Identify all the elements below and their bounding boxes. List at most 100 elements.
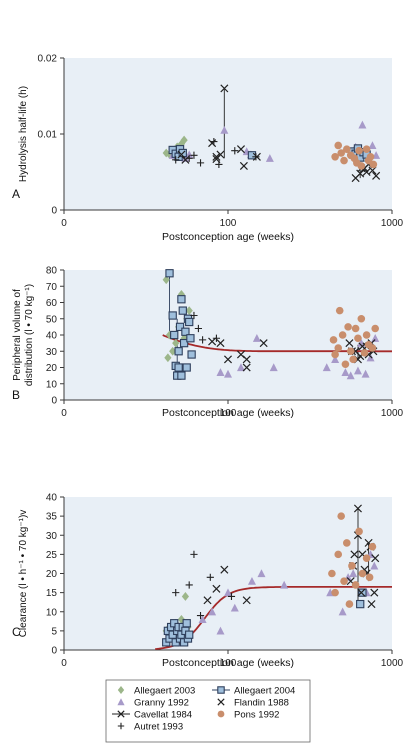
data-point bbox=[220, 565, 229, 574]
data-point bbox=[350, 550, 359, 559]
data-point bbox=[257, 569, 266, 578]
data-point bbox=[322, 363, 331, 372]
x-tick-label: 0 bbox=[61, 658, 67, 669]
legend-label: Allegaert 2004 bbox=[234, 686, 295, 697]
data-point bbox=[331, 588, 339, 597]
data-point bbox=[345, 339, 354, 348]
data-point bbox=[329, 336, 338, 344]
panel-b: 0 10 20 30 40 50 60 70 80 0 100 1000 Postconception … bbox=[12, 266, 404, 420]
data-point bbox=[252, 334, 261, 342]
data-point bbox=[334, 550, 343, 559]
data-point bbox=[198, 615, 207, 623]
y-tick-label: 0 bbox=[51, 396, 57, 407]
y-tick-label: 25 bbox=[46, 550, 58, 561]
data-point bbox=[224, 369, 232, 378]
data-point bbox=[177, 295, 186, 304]
data-point bbox=[366, 153, 375, 161]
data-point bbox=[196, 159, 205, 167]
data-point bbox=[208, 139, 217, 148]
data-point bbox=[351, 581, 360, 589]
data-point bbox=[190, 151, 198, 159]
data-point bbox=[331, 153, 339, 161]
data-point bbox=[181, 592, 190, 601]
data-point bbox=[370, 561, 379, 570]
data-point bbox=[354, 334, 362, 343]
data-point bbox=[371, 324, 380, 333]
data-point bbox=[180, 135, 188, 145]
plot-area bbox=[64, 58, 392, 210]
data-point bbox=[342, 539, 351, 547]
legend-entry: Flandin 1988 bbox=[217, 698, 289, 709]
data-point bbox=[337, 512, 345, 520]
data-point bbox=[212, 584, 221, 593]
data-point bbox=[242, 355, 251, 364]
data-point bbox=[165, 330, 174, 340]
legend-label: Flandin 1988 bbox=[234, 698, 289, 709]
y-axis-label: Hydrolysis half-life (h) bbox=[18, 86, 29, 182]
y-tick-label: 40 bbox=[46, 493, 58, 504]
data-point bbox=[212, 152, 221, 161]
y-axis-label: Peripheral volume ofdistribution (l • 70… bbox=[12, 284, 35, 386]
y-tick-label: 15 bbox=[46, 588, 58, 599]
legend-marker bbox=[117, 698, 125, 706]
data-point bbox=[185, 581, 193, 589]
x-tick-label: 0 bbox=[61, 408, 67, 419]
data-point bbox=[216, 150, 225, 159]
data-point bbox=[338, 607, 347, 616]
data-point bbox=[334, 141, 343, 150]
data-point bbox=[368, 344, 377, 352]
data-point bbox=[247, 151, 257, 160]
data-point bbox=[269, 363, 278, 372]
data-point bbox=[356, 599, 365, 609]
data-point bbox=[368, 141, 377, 149]
data-point bbox=[174, 347, 183, 356]
data-point bbox=[220, 126, 229, 134]
legend-label: Autret 1993 bbox=[134, 722, 183, 733]
data-point bbox=[181, 327, 190, 336]
y-tick-label: 70 bbox=[46, 282, 58, 293]
data-point bbox=[242, 596, 251, 605]
data-point bbox=[177, 371, 186, 380]
data-point bbox=[371, 334, 380, 342]
series-autret-1993 bbox=[172, 550, 236, 620]
x-axis-label: Postconception age (weeks) bbox=[162, 231, 294, 243]
data-point bbox=[190, 550, 198, 558]
plot-area bbox=[64, 270, 392, 400]
data-point bbox=[360, 349, 369, 357]
series-autret-1993 bbox=[190, 311, 221, 344]
data-point bbox=[224, 588, 232, 597]
data-point bbox=[177, 150, 186, 159]
data-point bbox=[212, 334, 221, 342]
data-point bbox=[242, 363, 251, 372]
data-point bbox=[370, 588, 379, 597]
data-point bbox=[340, 577, 348, 585]
legend-entry: Pons 1992 bbox=[217, 710, 279, 721]
y-tick-label: 0.02 bbox=[38, 54, 58, 65]
data-point bbox=[351, 324, 360, 333]
data-point bbox=[216, 368, 225, 376]
data-point bbox=[355, 527, 363, 536]
data-point bbox=[169, 346, 177, 356]
data-point bbox=[342, 145, 351, 153]
y-tick-label: 10 bbox=[46, 607, 58, 618]
series-cavellat-1984 bbox=[346, 504, 380, 609]
data-point bbox=[337, 149, 345, 157]
series-pons-1992 bbox=[331, 141, 378, 170]
x-tick-label: 100 bbox=[220, 218, 237, 229]
data-point bbox=[358, 588, 367, 597]
data-point bbox=[340, 156, 348, 165]
series-autret-1993 bbox=[172, 138, 260, 168]
data-point bbox=[182, 619, 191, 628]
x-axis-label: Postconception age (weeks) bbox=[162, 657, 294, 669]
y-axis-label-line: Peripheral volume of bbox=[12, 289, 23, 381]
legend-marker bbox=[117, 686, 125, 694]
data-point bbox=[366, 353, 375, 362]
data-point bbox=[230, 603, 239, 612]
data-point bbox=[355, 146, 363, 155]
data-point bbox=[331, 355, 340, 363]
data-point bbox=[206, 573, 214, 581]
data-point bbox=[185, 150, 194, 159]
data-point bbox=[239, 161, 248, 170]
legend-entry: Allegaert 2004 bbox=[212, 686, 295, 697]
data-point bbox=[280, 580, 289, 589]
